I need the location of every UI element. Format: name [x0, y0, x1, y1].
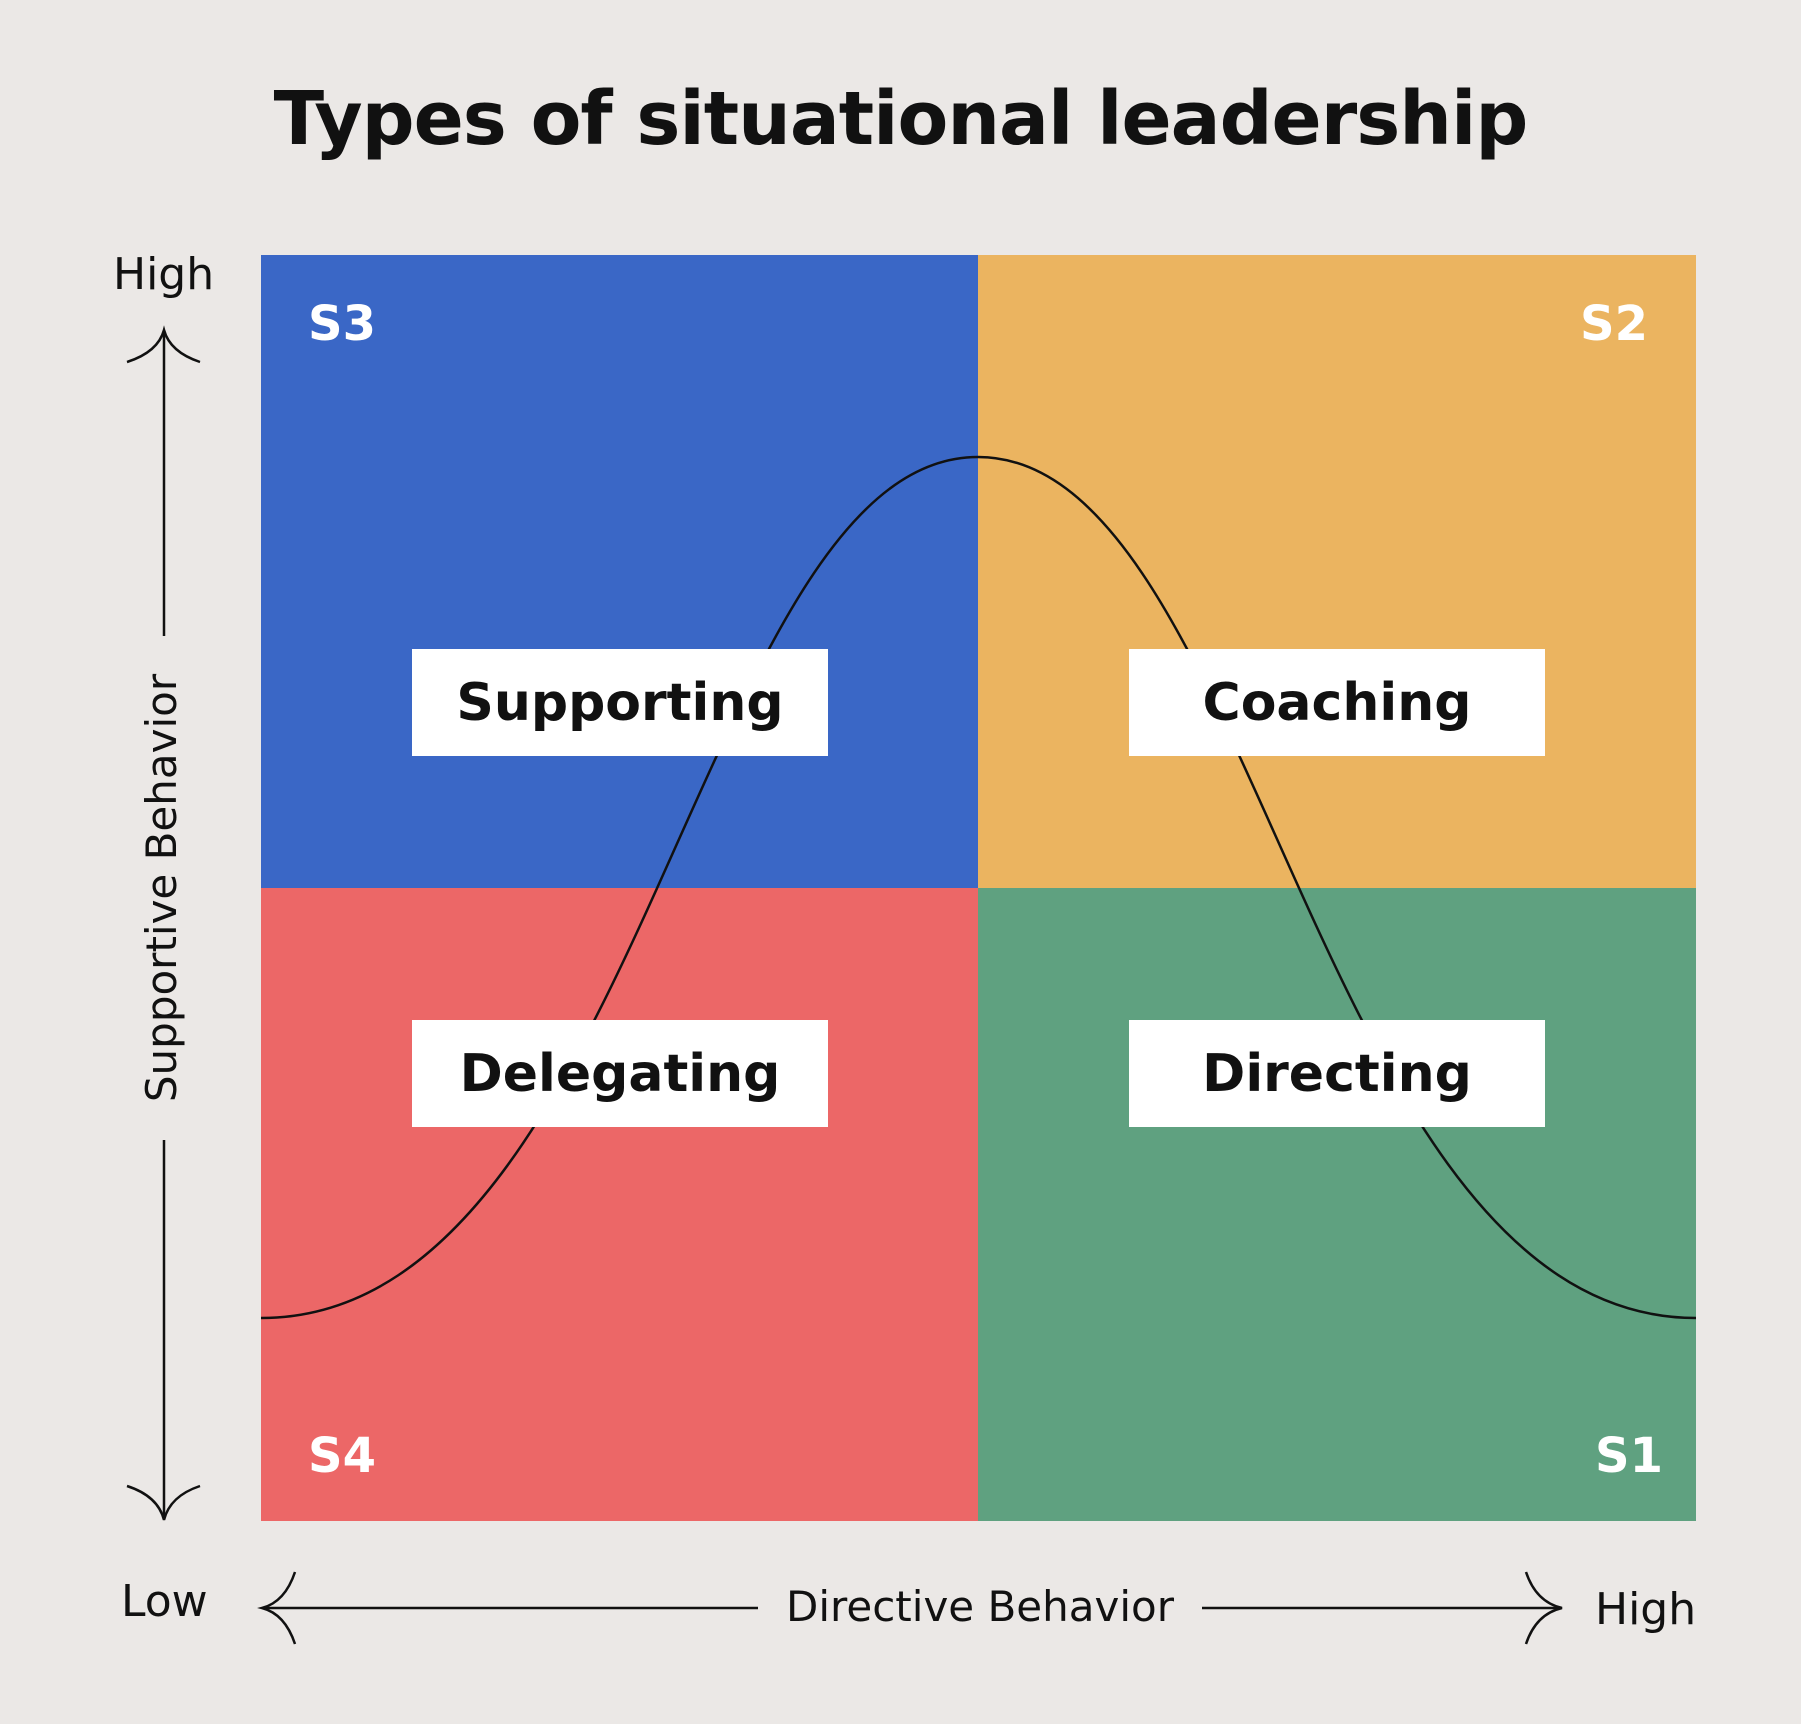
quadrant-s4 — [261, 888, 978, 1521]
quadrant-s2 — [978, 255, 1696, 888]
x-axis-title: Directive Behavior — [786, 1582, 1174, 1631]
x-axis-arrow-right-icon — [1524, 1571, 1563, 1645]
leadership-curve — [260, 455, 1697, 1320]
style-box-supporting: Supporting — [412, 649, 828, 756]
y-axis-low-label: Low — [121, 1576, 208, 1627]
style-box-directing: Directing — [1129, 1020, 1545, 1127]
quadrant-code-s1: S1 — [1595, 1428, 1663, 1484]
diagram-title: Types of situational leadership — [273, 76, 1529, 162]
quadrant-s1 — [978, 888, 1696, 1521]
y-axis-high-label: High — [113, 249, 215, 300]
style-box-coaching: Coaching — [1129, 649, 1545, 756]
quadrant-code-s4: S4 — [308, 1428, 376, 1484]
quadrant-code-s3: S3 — [308, 296, 376, 352]
y-axis-arrow-up-icon — [126, 325, 201, 364]
quadrant-code-s2: S2 — [1580, 296, 1648, 352]
y-axis-arrow-down-icon — [126, 1484, 201, 1521]
x-axis-high-label: High — [1595, 1584, 1697, 1635]
y-axis-title: Supportive Behavior — [137, 673, 186, 1103]
style-box-delegating: Delegating — [412, 1020, 828, 1127]
x-axis-arrow-left-icon — [257, 1571, 297, 1645]
quadrant-s3 — [261, 255, 978, 888]
